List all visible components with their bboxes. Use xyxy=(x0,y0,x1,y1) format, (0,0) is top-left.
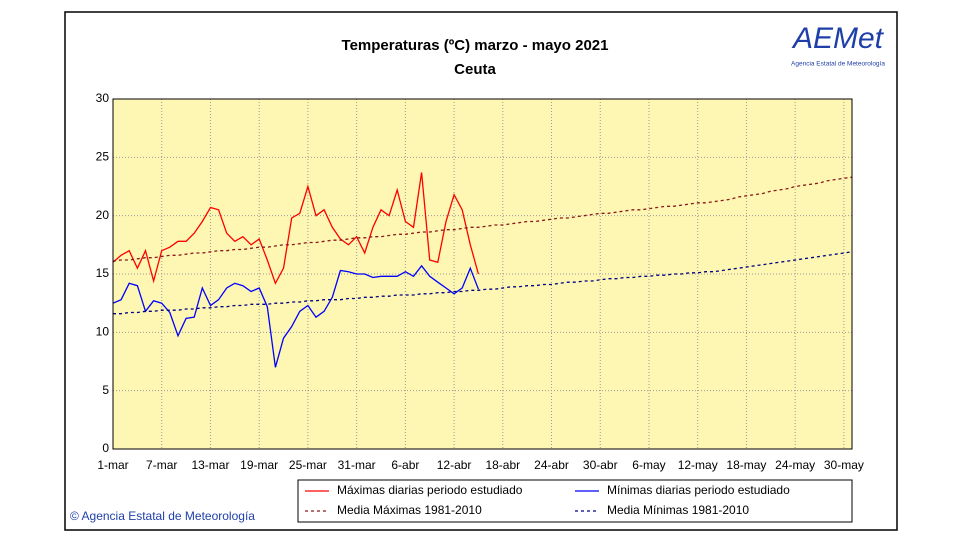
y-tick-label: 0 xyxy=(102,441,109,455)
series-line xyxy=(112,172,480,285)
logo: AEMet xyxy=(791,22,885,55)
x-tick-label: 24-may xyxy=(775,458,815,472)
footer: © Agencia Estatal de Meteorología xyxy=(70,509,255,523)
x-tick-label: 6-abr xyxy=(391,458,419,472)
x-tick-label: 12-may xyxy=(678,458,718,472)
plot-border xyxy=(112,98,853,450)
y-tick-label: 30 xyxy=(96,91,110,105)
x-tick-label: 31-mar xyxy=(338,458,376,472)
x-tick-label: 7-mar xyxy=(146,458,177,472)
x-tick-label: 18-abr xyxy=(485,458,520,472)
y-tick-label: 15 xyxy=(96,266,110,280)
legend-entries: Máximas diarias periodo estudiado Mínimas… xyxy=(305,483,790,517)
chart-subtitle: Ceuta xyxy=(454,61,496,78)
x-tick-label: 24-abr xyxy=(534,458,569,472)
x-tick-label: 19-mar xyxy=(240,458,278,472)
series-line xyxy=(112,176,853,262)
x-tick-label: 25-mar xyxy=(289,458,327,472)
chart-title: Temperaturas (ºC) marzo - mayo 2021 xyxy=(342,37,609,54)
series xyxy=(112,172,853,368)
x-tick-label: 30-abr xyxy=(583,458,618,472)
logo-caption: Agencia Estatal de Meteorología xyxy=(791,61,885,68)
legend-label: Mínimas diarias periodo estudiado xyxy=(607,483,790,497)
legend xyxy=(297,479,853,523)
x-tick-label: 12-abr xyxy=(437,458,472,472)
legend-label: Máximas diarias periodo estudiado xyxy=(337,483,523,497)
legend-label: Media Mínimas 1981-2010 xyxy=(607,503,749,517)
x-tick-label: 6-may xyxy=(632,458,665,472)
y-tick-label: 10 xyxy=(96,325,110,339)
legend-label: Media Máximas 1981-2010 xyxy=(337,503,482,517)
series-line xyxy=(112,264,480,368)
y-tick-label: 25 xyxy=(96,150,110,164)
x-tick-label: 30-may xyxy=(824,458,864,472)
x-tick-label: 18-may xyxy=(726,458,766,472)
y-tick-label: 5 xyxy=(102,383,109,397)
x-tick-label: 13-mar xyxy=(191,458,229,472)
series-line xyxy=(113,251,853,315)
x-tick-label: 1-mar xyxy=(97,458,128,472)
y-tick-label: 20 xyxy=(96,208,110,222)
